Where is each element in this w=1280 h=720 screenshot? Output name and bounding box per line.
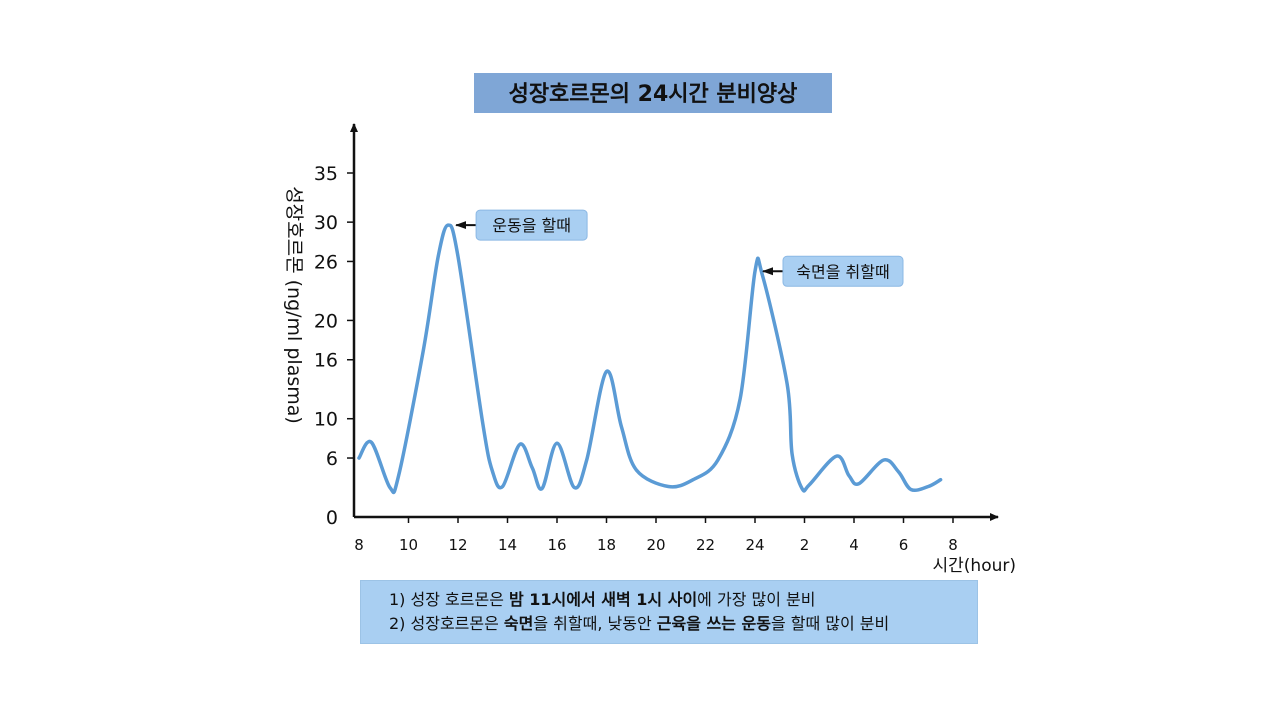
note-1-text-c: 에 가장 많이 분비 xyxy=(697,590,816,609)
y-tick-label: 35 xyxy=(314,163,338,185)
chart-title-background xyxy=(474,73,832,113)
x-tick-label: 6 xyxy=(899,536,909,554)
y-tick-label: 0 xyxy=(326,507,338,529)
y-ticks: 0 6 10 16 20 26 30 35 xyxy=(314,163,354,529)
note-1-bold-time: 밤 11시에서 새벽 1시 사이 xyxy=(509,590,698,609)
note-2-text-e: 을 할때 많이 분비 xyxy=(770,614,890,633)
chart-title: 성장호르몬의 24시간 분비양상 xyxy=(509,82,798,107)
growth-hormone-chart: 성장호르몬의 24시간 분비양상 성장호르몬 (ng/ml plasma) 시간… xyxy=(283,73,1016,576)
x-tick-label: 22 xyxy=(696,536,715,554)
x-tick-label: 18 xyxy=(597,536,616,554)
annotation-label: 숙면을 취할때 xyxy=(796,262,889,281)
y-tick-label: 10 xyxy=(314,409,338,431)
note-line-1: 1) 성장 호르몬은 밤 11시에서 새벽 1시 사이에 가장 많이 분비 xyxy=(389,588,977,612)
y-tick-label: 26 xyxy=(314,251,338,273)
annotation-box xyxy=(475,209,588,241)
annotation-box xyxy=(782,255,904,287)
x-tick-label: 16 xyxy=(547,536,566,554)
y-axis-label: 성장호르몬 (ng/ml plasma) xyxy=(283,186,305,424)
y-tick-label: 20 xyxy=(314,310,338,332)
series-layer xyxy=(357,223,943,495)
x-axis-label: 시간(hour) xyxy=(933,556,1016,576)
series-line xyxy=(357,223,943,495)
note-line-2: 2) 성장호르몬은 숙면을 취할때, 낮동안 근육을 쓰는 운동을 할때 많이 … xyxy=(389,612,977,636)
y-tick-label: 30 xyxy=(314,212,338,234)
x-tick-label: 24 xyxy=(745,536,764,554)
notes-box: 1) 성장 호르몬은 밤 11시에서 새벽 1시 사이에 가장 많이 분비 2)… xyxy=(360,580,978,644)
note-2-bold-exercise: 근육을 쓰는 운동 xyxy=(656,614,771,633)
x-tick-label: 20 xyxy=(646,536,665,554)
note-2-bold-sleep: 숙면 xyxy=(503,614,534,633)
x-tick-label: 14 xyxy=(498,536,517,554)
annotation-label: 운동을 할때 xyxy=(492,216,571,235)
x-tick-label: 4 xyxy=(849,536,859,554)
y-tick-label: 6 xyxy=(326,448,338,470)
x-tick-label: 10 xyxy=(399,536,418,554)
note-2-text-a: 2) 성장호르몬은 xyxy=(389,614,504,633)
y-tick-label: 16 xyxy=(314,350,338,372)
x-tick-label: 12 xyxy=(448,536,467,554)
note-2-text-c: 을 취할때, 낮동안 xyxy=(533,614,657,633)
x-tick-label: 8 xyxy=(948,536,958,554)
x-ticks: 8 10 12 14 16 18 20 22 24 2 4 6 8 xyxy=(354,517,958,554)
x-tick-label: 2 xyxy=(800,536,810,554)
note-1-text-a: 1) 성장 호르몬은 xyxy=(389,590,509,609)
x-tick-label: 8 xyxy=(354,536,364,554)
